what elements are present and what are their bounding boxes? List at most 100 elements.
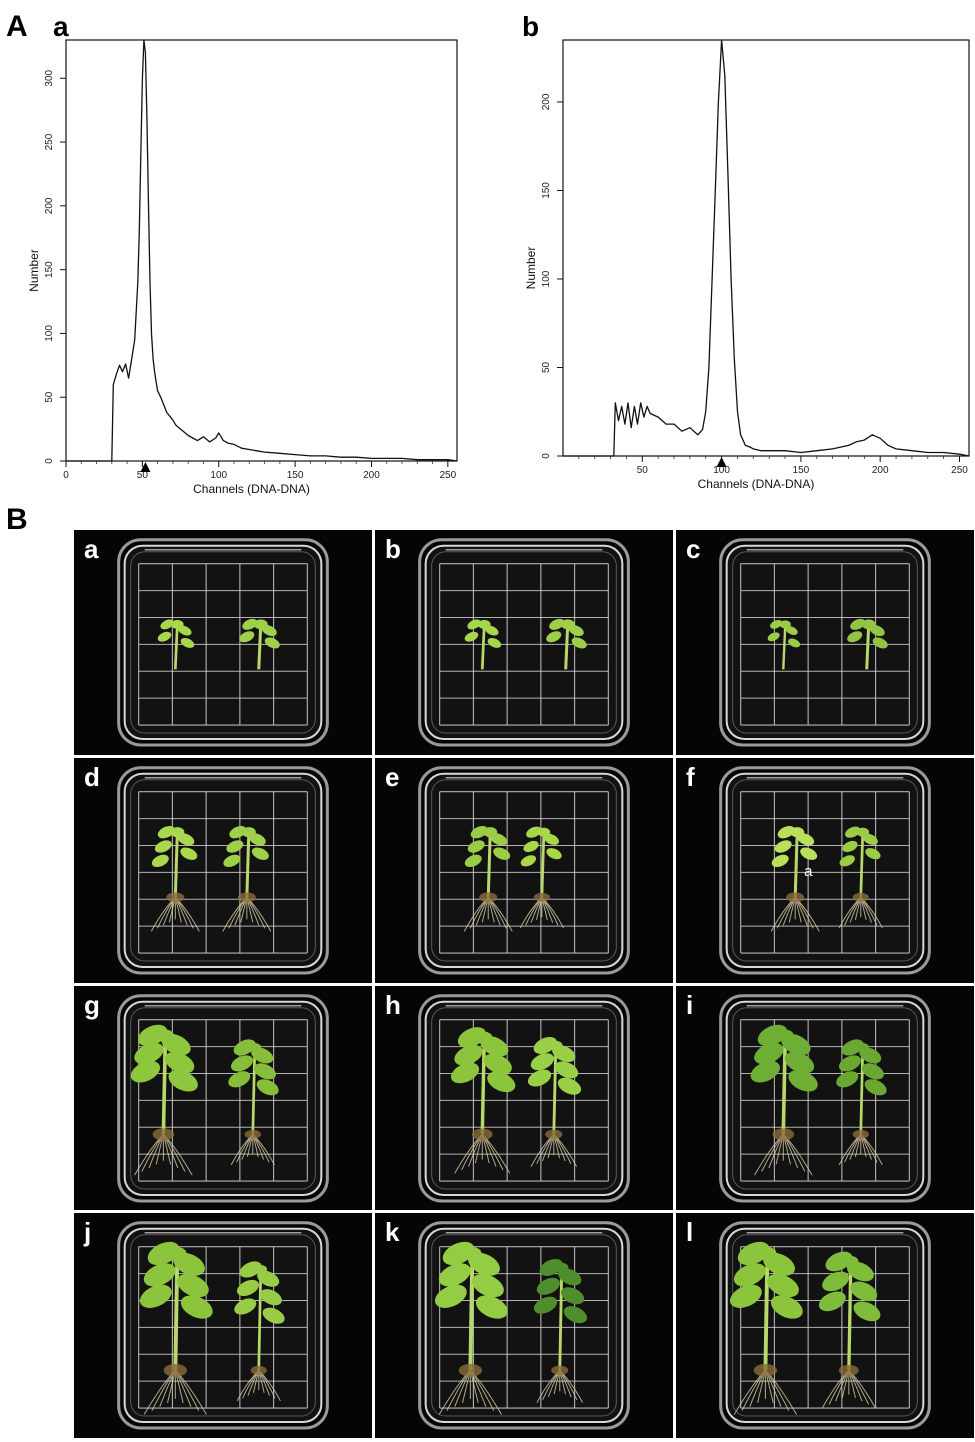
plate-label: l — [686, 1217, 694, 1248]
histogram-line — [66, 39, 458, 462]
x-tick-label: 0 — [63, 470, 69, 481]
histogram-line — [563, 39, 970, 457]
plate-label: e — [385, 761, 400, 792]
y-tick-label: 100 — [541, 270, 552, 287]
plantlet — [222, 825, 272, 932]
plantlet — [228, 1038, 279, 1165]
y-tick-label: 50 — [44, 391, 55, 403]
plantlet — [527, 1036, 582, 1167]
x-tick-label: 200 — [363, 470, 380, 481]
plantlet — [157, 619, 195, 670]
plantlet — [450, 1026, 516, 1174]
plantlet — [139, 1242, 213, 1416]
plantlet — [234, 1261, 285, 1402]
plate-label: k — [385, 1217, 400, 1248]
plate-photo-d: d — [74, 757, 372, 983]
plantlet — [464, 619, 502, 670]
plate-photo-e: e — [375, 757, 673, 983]
plate-annotation-mark: a — [804, 863, 813, 881]
x-tick-label: 250 — [951, 465, 968, 476]
plantlet — [463, 825, 513, 932]
panel-b-letter: B — [6, 503, 28, 536]
y-tick-label: 0 — [44, 458, 55, 464]
plate-label: i — [686, 989, 694, 1020]
petri-dish-illustration — [418, 765, 630, 975]
plantlet — [838, 826, 883, 928]
plate-label: f — [686, 761, 695, 792]
x-tick-label: 150 — [793, 465, 810, 476]
y-tick-label: 50 — [541, 361, 552, 373]
plantlet — [130, 1024, 198, 1175]
plantlet — [836, 1038, 887, 1165]
petri-dish-illustration — [719, 765, 931, 975]
plantlet — [847, 618, 888, 670]
x-tick-label: 100 — [210, 470, 227, 481]
plate-photo-l: l — [676, 1213, 974, 1438]
plate-photo-c: c — [676, 530, 974, 755]
plate-photo-b: b — [375, 530, 673, 755]
plantlet — [150, 825, 200, 932]
plate-label: d — [84, 761, 100, 792]
petri-dish-illustration — [418, 1221, 630, 1430]
histogram-b: 50 100 150 200 250 0 50 100 150 200 Channels (DNA-… — [524, 39, 970, 491]
petri-dish-illustration — [117, 993, 329, 1203]
plot-frame — [65, 39, 458, 462]
y-tick-label: 300 — [44, 69, 55, 86]
plate-photo-i: i — [676, 985, 974, 1211]
y-tick-label: 250 — [44, 133, 55, 150]
x-tick-label: 50 — [137, 470, 149, 481]
y-tick-label: 200 — [541, 93, 552, 110]
plantlet — [750, 1024, 818, 1175]
y-axis-title: Number — [524, 247, 538, 290]
petri-dish-illustration — [418, 993, 630, 1203]
petri-dish-illustration — [719, 538, 931, 747]
plantlet — [546, 618, 587, 670]
plantlet — [434, 1242, 508, 1416]
y-axis-title: Number — [27, 249, 41, 292]
petri-dish-illustration — [117, 1221, 329, 1430]
chart-b-letter: b — [522, 11, 540, 42]
plate-label: a — [84, 534, 99, 564]
x-axis-title: Channels (DNA-DNA) — [698, 477, 815, 491]
x-tick-label: 150 — [287, 470, 304, 481]
plate-photo-j: j — [74, 1213, 372, 1438]
peak-marker-icon — [716, 457, 727, 467]
x-axis-title: Channels (DNA-DNA) — [193, 482, 310, 496]
plantlet — [770, 825, 820, 932]
petri-dish-illustration — [418, 538, 630, 747]
plantlet — [519, 826, 564, 928]
petri-dish-illustration — [117, 538, 329, 747]
plate-label: g — [84, 989, 100, 1020]
plantlet — [533, 1259, 588, 1404]
x-tick-label: 50 — [637, 465, 649, 476]
plate-photo-h: h — [375, 985, 673, 1211]
plate-label: j — [84, 1217, 92, 1248]
plate-photo-a: a — [74, 530, 372, 755]
panel-a-letter: A — [6, 10, 28, 43]
y-tick-label: 150 — [541, 182, 552, 199]
plantlet — [239, 618, 280, 670]
plantlet — [818, 1251, 881, 1409]
x-tick-label: 200 — [872, 465, 889, 476]
y-tick-label: 0 — [541, 453, 552, 459]
peak-marker-icon — [140, 462, 151, 472]
y-tick-label: 150 — [44, 261, 55, 278]
x-tick-label: 100 — [713, 465, 730, 476]
plate-photo-k: k — [375, 1213, 673, 1438]
plantlet — [729, 1242, 803, 1416]
petri-dish-illustration — [719, 1221, 931, 1430]
plate-label: c — [686, 534, 701, 564]
plate-photo-g: g — [74, 985, 372, 1211]
petri-dish-illustration — [719, 993, 931, 1203]
histogram-a: 0 50 100 150 200 250 0 50 100 150 200 250 300 Channel… — [27, 39, 458, 496]
chart-a-letter: a — [53, 11, 69, 42]
y-tick-label: 200 — [44, 197, 55, 214]
petri-dish-illustration — [117, 765, 329, 975]
y-tick-label: 100 — [44, 325, 55, 342]
plantlet — [767, 619, 801, 670]
x-tick-label: 250 — [439, 470, 456, 481]
plot-frame — [562, 39, 970, 457]
plate-label: b — [385, 534, 401, 564]
